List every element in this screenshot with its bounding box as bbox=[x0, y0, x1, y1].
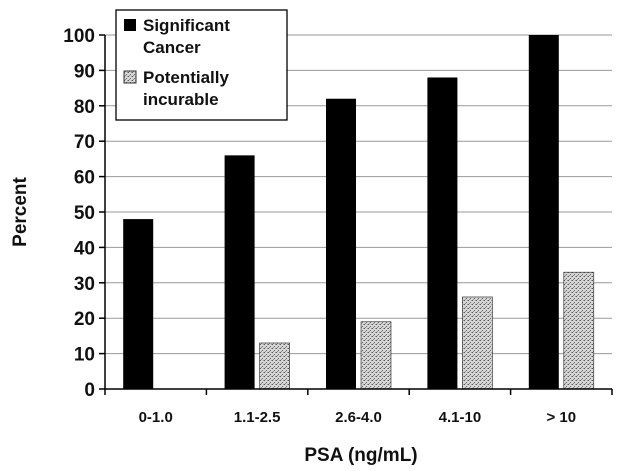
bar-significant-cancer-4 bbox=[427, 77, 458, 389]
bar-significant-cancer-2 bbox=[224, 155, 255, 389]
bar-significant-cancer-1 bbox=[123, 219, 154, 389]
x-tick-label: > 10 bbox=[546, 409, 576, 426]
bar-potentially-incurable-5 bbox=[563, 271, 595, 390]
gridlines bbox=[105, 34, 612, 355]
y-tick-label: 30 bbox=[74, 274, 95, 295]
legend-label-significant-line2: Cancer bbox=[143, 38, 201, 57]
y-tick-label: 80 bbox=[74, 97, 95, 118]
y-axis-title: Percent bbox=[10, 176, 31, 246]
legend: Significant Cancer Potentially incurable bbox=[115, 9, 288, 121]
bar-significant-cancer-3 bbox=[326, 98, 356, 389]
y-tick-label: 20 bbox=[74, 309, 95, 330]
x-tick-label: 1.1-2.5 bbox=[234, 409, 281, 426]
x-tick-label: 2.6-4.0 bbox=[335, 409, 382, 426]
y-tick-label: 40 bbox=[74, 238, 95, 259]
bar-potentially-incurable-3 bbox=[360, 321, 392, 390]
x-axis-title: PSA (ng/mL) bbox=[304, 445, 417, 466]
x-tick-label: 0-1.0 bbox=[139, 409, 173, 426]
y-tick-label: 0 bbox=[84, 380, 95, 401]
legend-swatch-incurable bbox=[123, 70, 137, 84]
y-tick-label: 50 bbox=[74, 203, 95, 224]
legend-swatch-significant bbox=[124, 19, 136, 31]
y-axis-ticks: 0 10 20 30 40 50 60 70 80 90 100 bbox=[63, 26, 105, 401]
y-tick-label: 10 bbox=[74, 345, 95, 366]
y-tick-label: 70 bbox=[74, 132, 95, 153]
y-tick-label: 90 bbox=[74, 61, 95, 82]
x-tick-label: 4.1-10 bbox=[439, 409, 482, 426]
x-axis-ticks: 0-1.0 1.1-2.5 2.6-4.0 4.1-10 > 10 bbox=[104, 389, 613, 426]
legend-label-incurable-line2: incurable bbox=[143, 90, 219, 109]
y-tick-label: 100 bbox=[63, 26, 95, 47]
legend-label-significant-line1: Significant bbox=[143, 16, 230, 35]
bar-potentially-incurable-4 bbox=[462, 296, 493, 390]
legend-box bbox=[115, 9, 288, 121]
legend-label-incurable-line1: Potentially bbox=[143, 68, 230, 87]
bar-significant-cancer-5 bbox=[528, 35, 559, 389]
bar-potentially-incurable-2 bbox=[259, 342, 290, 390]
bars bbox=[123, 35, 595, 390]
y-tick-label: 60 bbox=[74, 168, 95, 189]
